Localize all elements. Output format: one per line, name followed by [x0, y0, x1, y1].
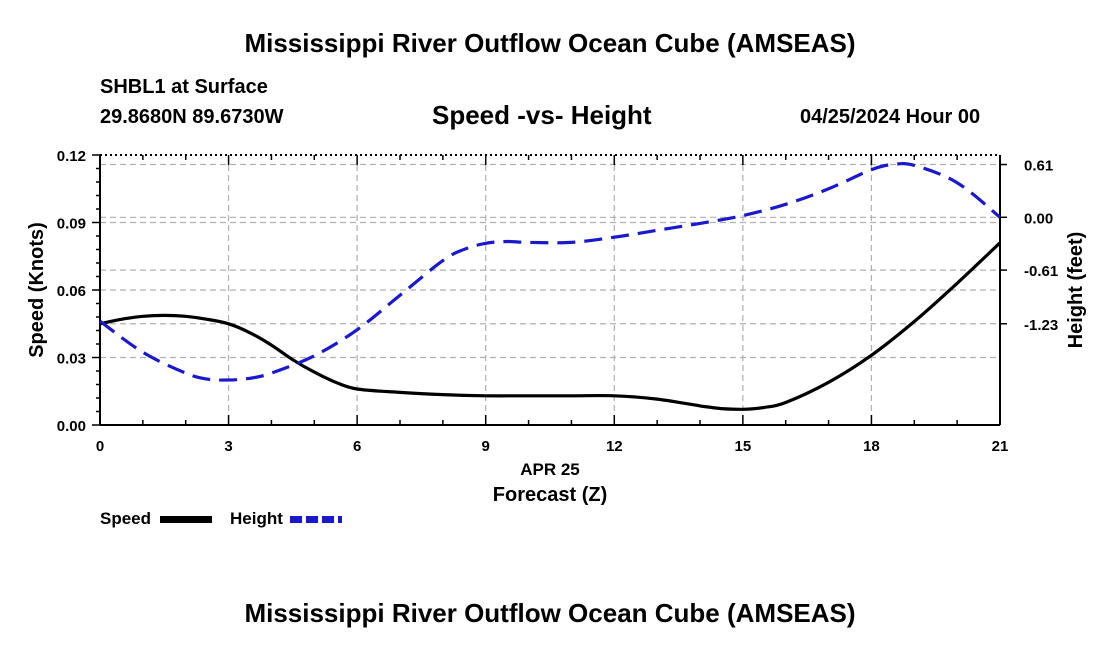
legend-height-label: Height: [230, 509, 283, 528]
y-tick-label: 0.09: [57, 216, 86, 233]
speed-series-line: [99, 241, 1002, 411]
chart-title: Speed -vs- Height: [432, 100, 652, 130]
x-tick-label: 9: [482, 438, 490, 455]
y2-axis-title: Height (feet): [1065, 232, 1087, 349]
y2-tick-label: 0.61: [1024, 158, 1053, 175]
legend-speed-label: Speed: [100, 509, 152, 528]
y-axis-title: Speed (Knots): [26, 222, 48, 358]
main-title: Mississippi River Outflow Ocean Cube (AM…: [244, 28, 856, 58]
x-tick-label: 18: [863, 438, 880, 455]
x-tick-label: 15: [735, 438, 752, 455]
legend-speed-swatch: [160, 516, 212, 523]
x-tick-label: 6: [353, 438, 361, 455]
x-tick-label: 12: [606, 438, 623, 455]
y-tick-label: 0.00: [57, 418, 86, 435]
y-tick-label: 0.03: [57, 351, 86, 368]
station-label: SHBL1 at Surface: [100, 76, 268, 98]
x-tick-label: 21: [992, 438, 1009, 455]
axis-text-layer: 0 3 6 9 12 15 18 21 0.00 0.03 0.06 0.09 0.12 0.61 0.00…: [26, 148, 1087, 506]
y2-tick-label: -0.61: [1024, 263, 1058, 280]
height-series-line: [99, 161, 1002, 382]
y-tick-label: 0.12: [57, 148, 86, 165]
x-tick-label: 3: [224, 438, 232, 455]
coordinates-label: 29.8680N 89.6730W: [100, 106, 284, 128]
grid-layer: [100, 155, 1000, 425]
legend-height-swatch: [290, 516, 342, 523]
series-layer: [99, 161, 1002, 411]
y2-tick-label: 0.00: [1024, 210, 1053, 227]
forecast-datetime: 04/25/2024 Hour 00: [800, 106, 981, 128]
y2-tick-label: -1.23: [1024, 317, 1058, 334]
x-tick-label: 0: [96, 438, 104, 455]
x-date-label: APR 25: [520, 460, 580, 479]
y-tick-label: 0.06: [57, 283, 86, 300]
footer-title: Mississippi River Outflow Ocean Cube (AM…: [244, 598, 856, 628]
axes-layer: [92, 154, 1007, 426]
x-axis-title: Forecast (Z): [493, 484, 607, 506]
